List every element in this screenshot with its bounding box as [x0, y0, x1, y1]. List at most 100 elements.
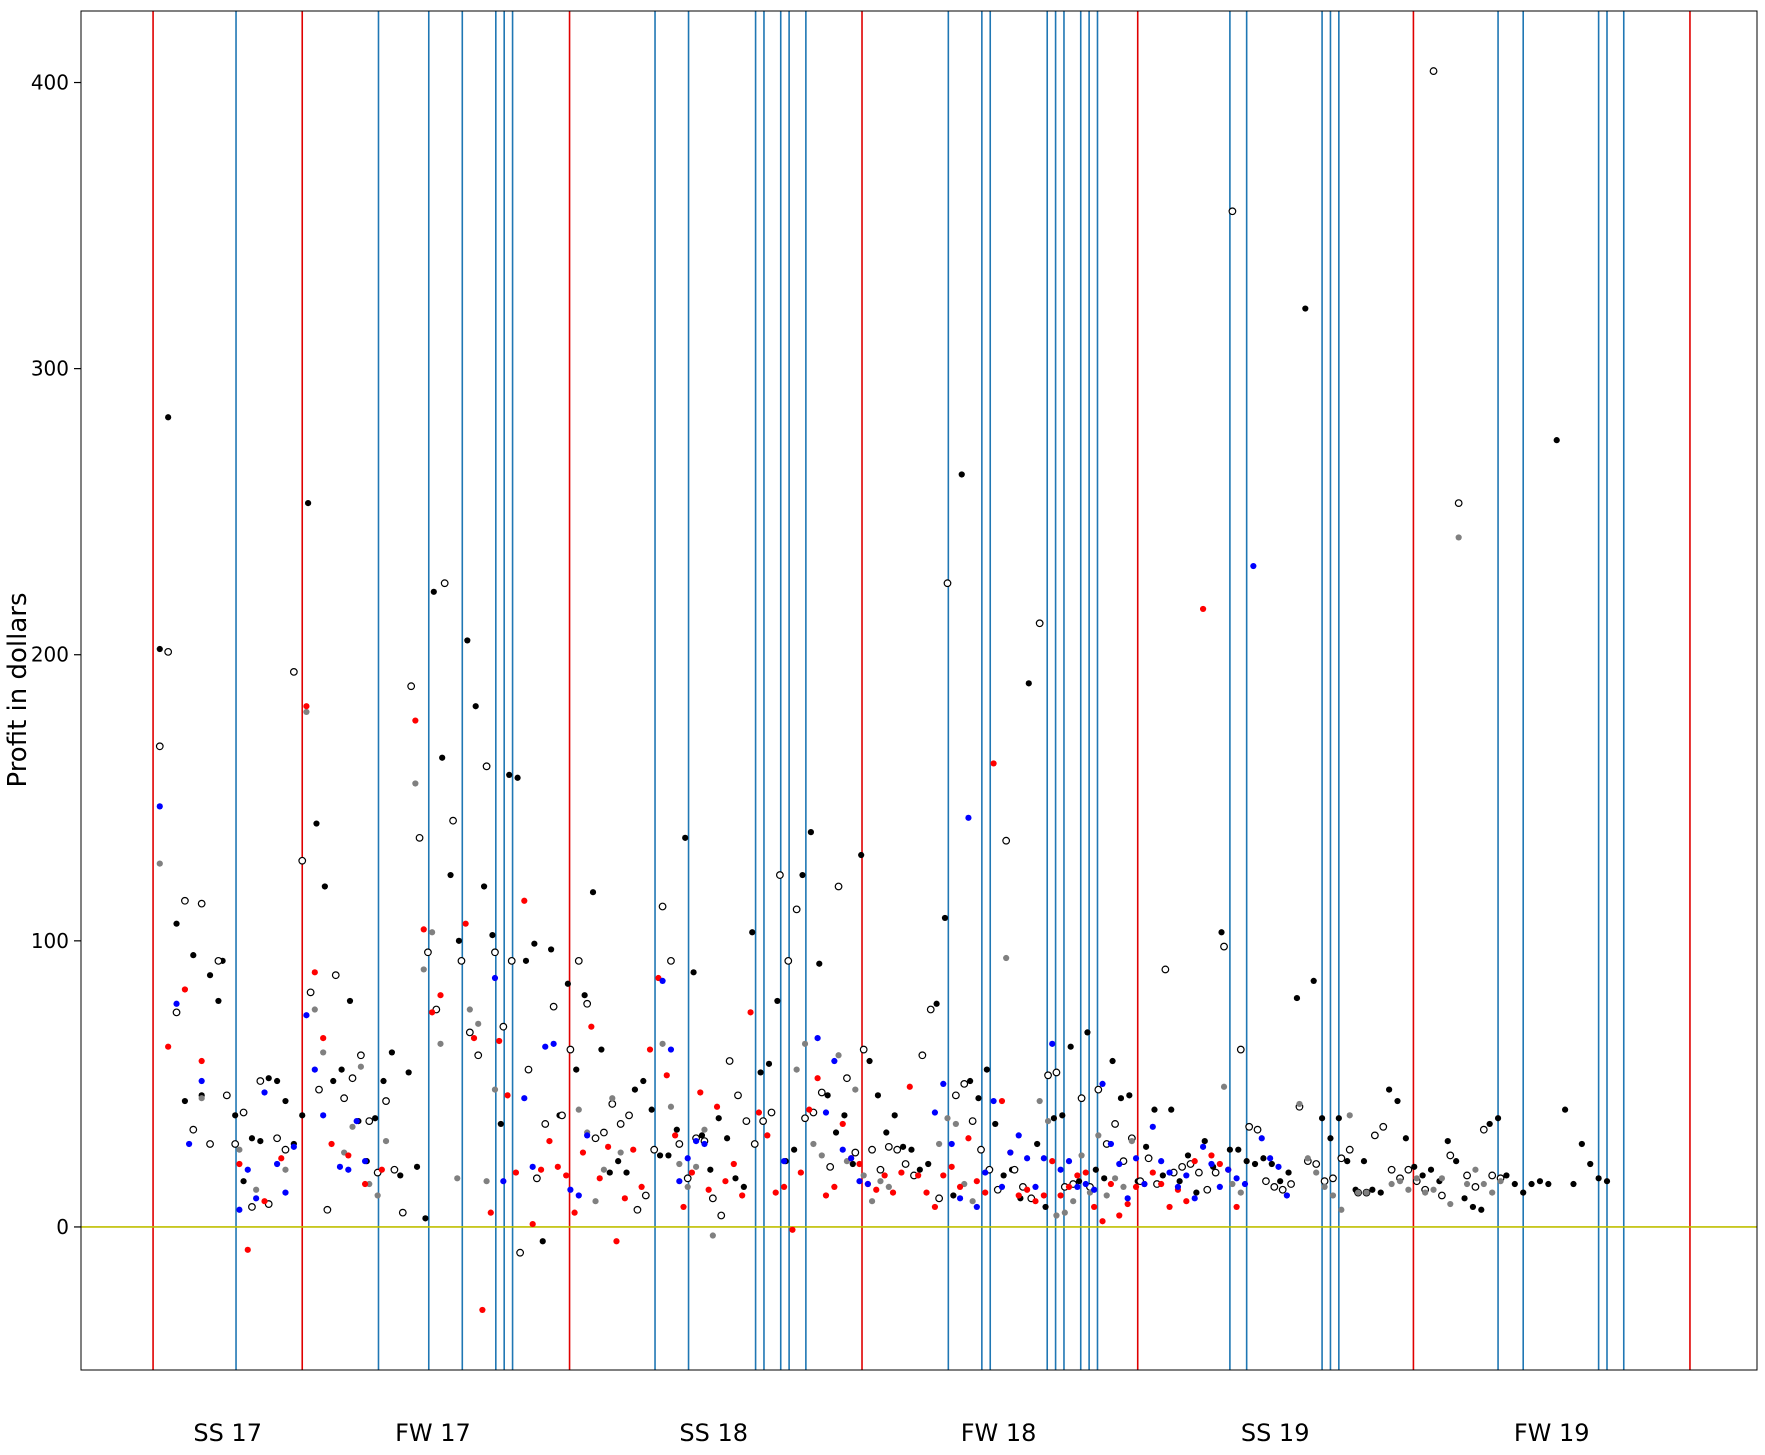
point-red-10	[328, 1140, 335, 1148]
point-black-131	[1251, 1160, 1259, 1168]
point-red-54	[764, 1132, 771, 1139]
point-black-116	[1126, 1092, 1133, 1099]
point-red-93	[1091, 1203, 1098, 1211]
point-red-15	[420, 926, 427, 933]
point-black-61	[665, 1152, 672, 1159]
point-gray-53	[1036, 1097, 1043, 1105]
point-open-120	[1161, 965, 1170, 974]
point-red-97	[1124, 1200, 1131, 1208]
point-open-152	[1429, 67, 1438, 75]
point-gray-72	[1329, 1192, 1337, 1199]
point-red-46	[697, 1089, 704, 1096]
point-black-76	[791, 1146, 798, 1153]
point-open-24	[356, 1051, 365, 1060]
point-open-47	[549, 1002, 558, 1011]
point-gray-84	[1447, 1200, 1454, 1208]
point-open-159	[1488, 1171, 1497, 1180]
point-blue-64	[1124, 1195, 1131, 1202]
point-red-76	[948, 1163, 955, 1170]
point-blue-18	[491, 974, 499, 982]
point-open-89	[901, 1160, 910, 1168]
point-open-147	[1387, 1165, 1396, 1174]
season-label-4: SS 19	[1241, 1419, 1310, 1447]
point-black-85	[866, 1057, 873, 1065]
point-open-127	[1220, 942, 1228, 951]
point-black-138	[1310, 977, 1317, 984]
point-gray-33	[692, 1163, 700, 1170]
point-black-97	[967, 1077, 974, 1085]
point-blue-83	[1283, 1192, 1290, 1199]
point-gray-79	[1405, 1186, 1412, 1193]
point-blue-60	[1091, 1186, 1098, 1193]
point-red-86	[1032, 1198, 1039, 1205]
point-black-168	[1561, 1106, 1569, 1113]
season-label-2: SS 18	[679, 1419, 748, 1447]
point-black-170	[1578, 1140, 1585, 1148]
point-open-22	[340, 1094, 349, 1103]
point-black-31	[413, 1163, 421, 1170]
point-open-158	[1479, 1125, 1488, 1134]
point-black-74	[774, 997, 781, 1005]
point-gray-18	[454, 1175, 461, 1182]
point-red-8	[311, 969, 318, 976]
point-black-43	[514, 774, 521, 781]
point-gray-23	[575, 1106, 582, 1113]
point-red-9	[320, 1035, 327, 1042]
point-open-68	[725, 1057, 734, 1065]
point-red-17	[437, 992, 444, 999]
point-open-15	[281, 1145, 290, 1154]
point-black-38	[472, 703, 479, 710]
point-open-98	[977, 1145, 985, 1154]
point-black-91	[916, 1166, 923, 1173]
point-blue-21	[529, 1163, 536, 1170]
point-black-37	[464, 637, 471, 644]
point-red-38	[630, 1146, 637, 1153]
point-open-67	[717, 1211, 726, 1220]
point-blue-22	[542, 1043, 549, 1050]
point-blue-40	[864, 1180, 871, 1188]
point-open-8	[222, 1091, 231, 1100]
point-blue-34	[814, 1035, 821, 1042]
point-blue-61	[1099, 1080, 1106, 1087]
point-blue-2	[186, 1140, 193, 1148]
point-open-7	[214, 956, 223, 965]
point-open-138	[1312, 1160, 1321, 1168]
point-open-14	[273, 1134, 281, 1143]
point-open-86	[876, 1165, 885, 1174]
point-gray-47	[936, 1140, 943, 1148]
point-gray-25	[592, 1198, 599, 1205]
point-black-118	[1142, 1143, 1150, 1150]
point-black-67	[715, 1115, 722, 1122]
point-red-70	[898, 1169, 905, 1176]
point-red-75	[940, 1172, 947, 1179]
point-red-4	[244, 1246, 251, 1253]
point-red-2	[198, 1057, 205, 1065]
point-gray-44	[868, 1198, 876, 1205]
point-red-52	[747, 1009, 754, 1016]
point-black-144	[1360, 1158, 1368, 1165]
point-gray-77	[1388, 1180, 1395, 1188]
point-blue-37	[839, 1146, 846, 1153]
point-blue-17	[361, 1158, 369, 1165]
point-red-11	[345, 1152, 352, 1159]
point-gray-32	[684, 1183, 691, 1190]
point-black-122	[1176, 1178, 1183, 1185]
point-gray-52	[1003, 954, 1010, 962]
point-open-72	[759, 1117, 768, 1125]
point-black-89	[899, 1143, 907, 1150]
point-black-20	[321, 883, 328, 890]
point-black-58	[640, 1077, 647, 1085]
point-open-135	[1287, 1180, 1295, 1188]
point-blue-81	[1267, 1155, 1274, 1162]
point-open-0	[155, 742, 164, 751]
point-black-55	[615, 1158, 622, 1165]
point-black-42	[506, 771, 513, 779]
point-red-59	[806, 1106, 813, 1113]
point-open-130	[1245, 1122, 1254, 1131]
point-black-163	[1520, 1189, 1527, 1196]
point-red-3	[236, 1160, 243, 1168]
point-gray-10	[357, 1063, 364, 1070]
point-black-2	[173, 920, 180, 927]
point-blue-28	[667, 1046, 675, 1053]
point-black-100	[992, 1120, 999, 1128]
